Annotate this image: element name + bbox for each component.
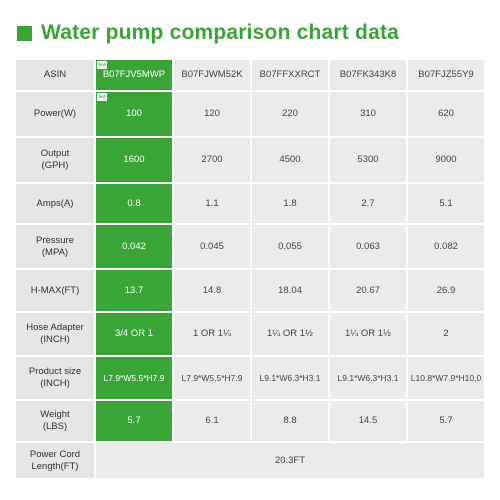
table-cell: 2700 xyxy=(174,138,250,182)
table-cell: 0.045 xyxy=(174,225,250,268)
table-cell: 1¼ OR 1½ xyxy=(252,313,328,355)
row-label-cell: Product size (INCH) xyxy=(16,357,94,399)
row-label-cell: H-MAX(FT) xyxy=(16,270,94,311)
table-cell: 1.1 xyxy=(174,184,250,223)
row-label-cell: Hose Adapter (INCH) xyxy=(16,313,94,355)
power-cord-length-cell: 20.3FT xyxy=(96,443,484,478)
table-cell: 3/4 OR 1 xyxy=(96,313,172,355)
table-cell: 6.1 xyxy=(174,401,250,441)
table-cell: L7.9*W5.5*H7.9 xyxy=(96,357,172,399)
table-cell: 620 xyxy=(408,92,484,136)
table-cell: 5300 xyxy=(330,138,406,182)
table-cell: 0.8 xyxy=(96,184,172,223)
table-cell: 26.9 xyxy=(408,270,484,311)
page-title: Water pump comparison chart data xyxy=(41,21,400,44)
table-cell: 14.5 xyxy=(330,401,406,441)
table-cell: 310 xyxy=(330,92,406,136)
table-cell: 4500 xyxy=(252,138,328,182)
comparison-table: ASIN B07FJV5MWP hot B07FJWM52K B07FFXXRCT B07… xyxy=(16,60,484,478)
table-cell: 1 OR 1¼ xyxy=(174,313,250,355)
hot-badge-icon: hot xyxy=(97,61,107,69)
table-cell: 100 hot xyxy=(96,92,172,136)
table-cell: 5.7 xyxy=(408,401,484,441)
header-label-cell: ASIN xyxy=(16,60,94,90)
table-cell: 1.8 xyxy=(252,184,328,223)
table-cell: 2.7 xyxy=(330,184,406,223)
table-cell: 8.8 xyxy=(252,401,328,441)
row-label-cell: Pressure (MPA) xyxy=(16,225,94,268)
table-cell: 1¼ OR 1½ xyxy=(330,313,406,355)
model-header-cell: B07FJZ55Y9 xyxy=(408,60,484,90)
table-cell: 0.063 xyxy=(330,225,406,268)
table-cell: 9000 xyxy=(408,138,484,182)
table-cell: 5.1 xyxy=(408,184,484,223)
model-header-cell: B07FJV5MWP hot xyxy=(96,60,172,90)
row-label-cell: Amps(A) xyxy=(16,184,94,223)
table-cell: L9.1*W6.3*H3.1 xyxy=(252,357,328,399)
model-header-cell: B07FFXXRCT xyxy=(252,60,328,90)
table-cell: 5.7 xyxy=(96,401,172,441)
title-square-icon xyxy=(17,25,32,41)
model-header-cell: B07FJWM52K xyxy=(174,60,250,90)
table-cell: 13.7 xyxy=(96,270,172,311)
title-bar: Water pump comparison chart data xyxy=(17,20,399,46)
table-cell: L9.1*W6.3*H3.1 xyxy=(330,357,406,399)
table-cell: 0.082 xyxy=(408,225,484,268)
table-cell: 1600 xyxy=(96,138,172,182)
table-cell: 0.042 xyxy=(96,225,172,268)
hot-badge-icon: hot xyxy=(97,93,107,101)
table-cell: 20.67 xyxy=(330,270,406,311)
footer-label-cell: Power Cord Length(FT) xyxy=(16,443,94,478)
table-cell: L10.8*W7.9*H10.0 xyxy=(408,357,484,399)
table-cell: 2 xyxy=(408,313,484,355)
table-cell: 18.04 xyxy=(252,270,328,311)
model-header-cell: B07FK343K8 xyxy=(330,60,406,90)
row-label-cell: Weight (LBS) xyxy=(16,401,94,441)
table-cell: 0.055 xyxy=(252,225,328,268)
table-cell: 220 xyxy=(252,92,328,136)
table-cell: 14.8 xyxy=(174,270,250,311)
row-label-cell: Output (GPH) xyxy=(16,138,94,182)
table-cell: 120 xyxy=(174,92,250,136)
row-label-cell: Power(W) xyxy=(16,92,94,136)
table-cell: L7.9*W5.5*H7.9 xyxy=(174,357,250,399)
